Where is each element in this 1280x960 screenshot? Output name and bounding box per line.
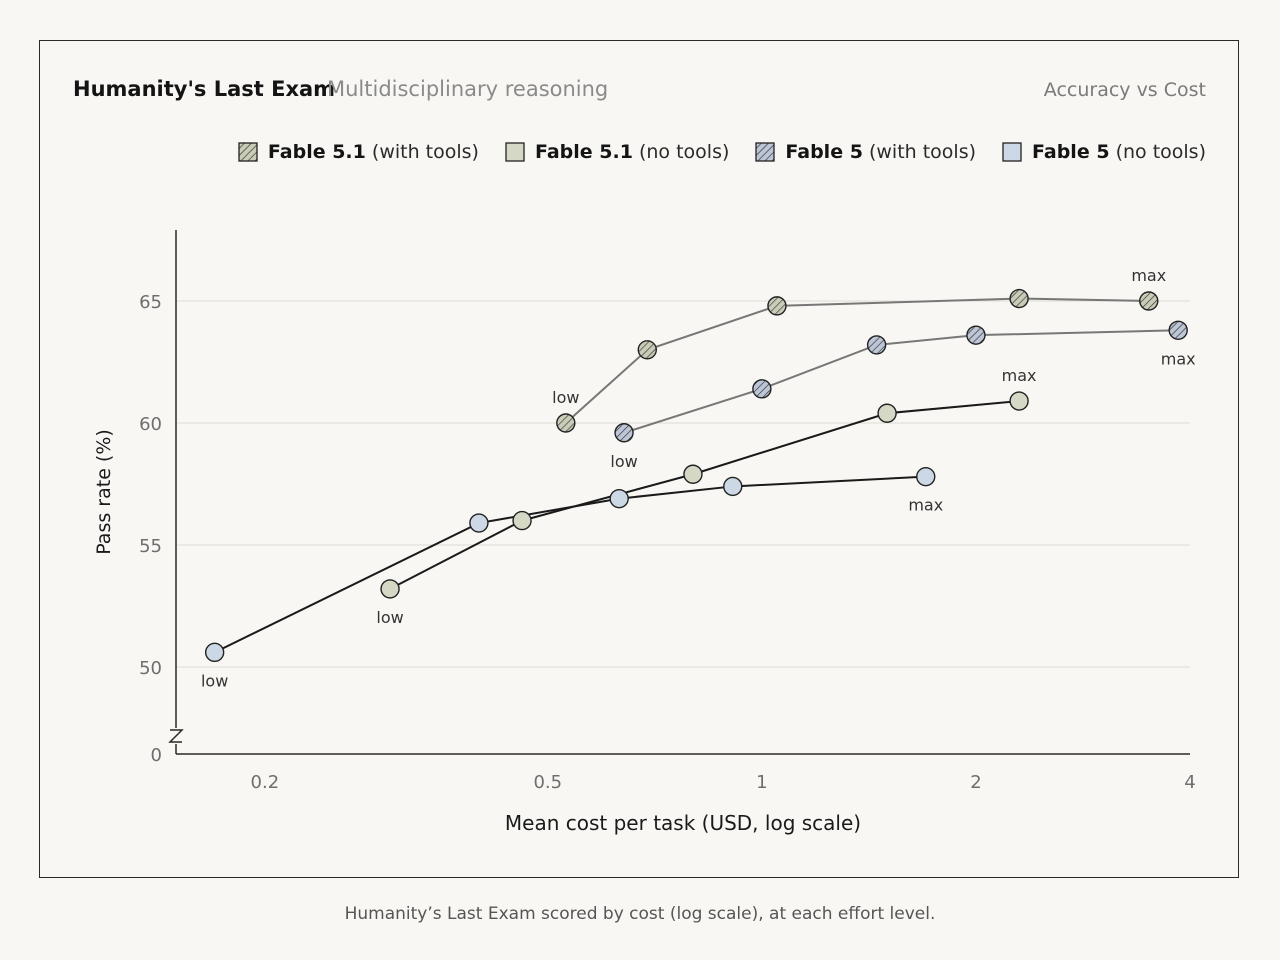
legend-item-fable5-tools: Fable 5 (with tools) (755, 141, 976, 163)
series-line-fable51-tools (565, 297, 1149, 424)
legend-item-fable51-tools: Fable 5.1 (with tools) (238, 141, 479, 163)
point-label-low: low (552, 388, 579, 407)
data-point-fable51-notools (380, 579, 400, 599)
data-point-fable5-notools (723, 476, 743, 497)
legend: Fable 5.1 (with tools) Fable 5.1 (no too… (238, 141, 1206, 163)
x-tick-label: 0.2 (251, 772, 280, 793)
data-point-fable51-tools (637, 340, 657, 360)
legend-label-rest: (no tools) (1109, 141, 1206, 163)
data-point-fable51-tools (1139, 291, 1159, 311)
figure-caption: Humanity’s Last Exam scored by cost (log… (344, 904, 936, 924)
chart-title: Humanity's Last Exam (73, 77, 336, 101)
legend-label-bold: Fable 5 (785, 141, 863, 163)
point-label-max: max (908, 496, 943, 515)
data-point-fable5-tools (966, 325, 986, 345)
y-axis-title: Pass rate (%) (93, 429, 115, 555)
data-point-fable51-notools (512, 510, 532, 531)
y-tick-label: 60 (139, 414, 162, 435)
data-point-fable51-notools (877, 403, 897, 423)
data-point-fable51-tools (556, 413, 576, 433)
data-point-fable5-notools (469, 513, 489, 533)
legend-label-bold: Fable 5.1 (534, 141, 633, 163)
chart-frame (39, 40, 1239, 878)
series-line-fable5-notools (214, 475, 926, 654)
legend-label-bold: Fable 5 (1032, 141, 1110, 163)
legend-label-rest: (no tools) (632, 141, 730, 163)
x-tick-label: 0.5 (533, 772, 562, 793)
series-line-fable5-tools (623, 329, 1179, 434)
axis-break-icon (168, 729, 184, 743)
data-point-fable5-notools (204, 642, 225, 663)
x-axis-title: Mean cost per task (USD, log scale) (505, 811, 861, 835)
legend-label-bold: Fable 5.1 (267, 141, 366, 163)
point-label-low: low (376, 608, 403, 627)
data-point-fable5-notools (609, 488, 629, 509)
y-tick-label-zero: 0 (151, 745, 162, 766)
point-label-max: max (1131, 266, 1166, 285)
x-tick-label: 4 (1184, 772, 1195, 793)
y-tick-label: 55 (139, 536, 162, 557)
legend-swatch-green (505, 142, 525, 162)
y-tick-label: 65 (139, 292, 162, 313)
data-point-fable51-notools (1009, 391, 1029, 411)
data-point-fable5-tools (1168, 320, 1188, 340)
corner-label: Accuracy vs Cost (1043, 79, 1206, 101)
point-label-max: max (1002, 366, 1037, 385)
legend-swatch-hatched-blue (755, 142, 776, 162)
legend-swatch-hatched-green (238, 142, 258, 162)
legend-item-fable5-notools: Fable 5 (no tools) (1002, 141, 1206, 163)
data-point-fable5-notools (916, 466, 936, 487)
x-tick-label: 2 (970, 772, 981, 793)
data-point-fable5-tools (752, 379, 772, 399)
data-point-fable51-notools (683, 464, 703, 484)
point-label-low: low (610, 452, 637, 471)
legend-swatch-blue (1002, 142, 1022, 162)
data-point-fable51-tools (1009, 288, 1029, 309)
y-tick-label: 50 (139, 658, 162, 679)
legend-label-rest: (with tools) (365, 141, 479, 163)
legend-item-fable51-notools: Fable 5.1 (no tools) (505, 141, 729, 163)
data-point-fable5-tools (614, 423, 634, 443)
data-point-fable51-tools (767, 296, 787, 316)
legend-label-rest: (with tools) (862, 141, 977, 163)
point-label-max: max (1161, 349, 1196, 368)
data-point-fable5-tools (866, 335, 887, 355)
chart-subtitle: Multidisciplinary reasoning (327, 77, 609, 101)
x-tick-label: 1 (756, 772, 767, 793)
point-label-low: low (201, 671, 228, 690)
